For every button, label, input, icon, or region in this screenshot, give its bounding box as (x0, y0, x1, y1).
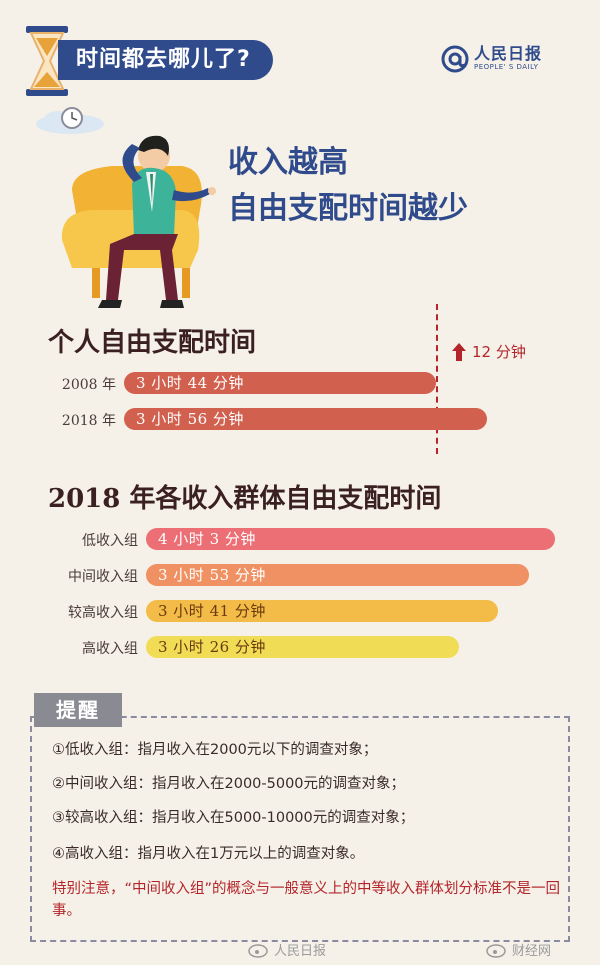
people-daily-logo: 人民日报 PEOPLE' S DAILY (440, 44, 542, 74)
watermark-text: 人民日报 (274, 944, 327, 959)
watermark-text: 财经网 (512, 944, 552, 959)
reminder-box (30, 716, 570, 942)
bar (124, 408, 487, 430)
chart1-title: 个人自由支配时间 (48, 328, 257, 358)
logo-cn: 人民日报 (474, 44, 543, 63)
note-low-income: ①低收入组：指月收入在2000元以下的调查对象； (52, 742, 378, 758)
chart2-title: 2018 年各收入群体自由支配时间 (48, 484, 442, 514)
headline: 收入越高 自由支配时间越少 (228, 140, 468, 232)
page-title: 时间都去哪儿了? (58, 40, 273, 80)
headline-line-2: 自由支配时间越少 (228, 191, 468, 226)
category-label: 2018 年 (61, 413, 116, 429)
reminder-tab: 提醒 (34, 693, 122, 727)
bar (124, 372, 436, 394)
category-label: 2008 年 (61, 377, 116, 393)
difference-marker-line (436, 304, 438, 454)
logo-en: PEOPLE' S DAILY (474, 63, 539, 71)
weibo-icon (486, 943, 506, 958)
data-label: 3 小时 26 分钟 (158, 638, 266, 656)
difference-annotation: 12 分钟 (452, 341, 526, 362)
data-label: 3 小时 41 分钟 (158, 602, 266, 620)
category-label: 低收入组 (82, 533, 138, 549)
headline-line-1: 收入越高 (228, 145, 348, 180)
category-label: 高收入组 (82, 641, 138, 657)
note-upper-income: ③较高收入组：指月收入在5000-10000元的调查对象； (52, 810, 415, 826)
data-label: 4 小时 3 分钟 (158, 530, 256, 548)
category-label: 中间收入组 (68, 569, 138, 585)
weibo-icon (248, 943, 268, 958)
bar (146, 528, 556, 550)
data-label: 3 小时 44 分钟 (136, 374, 244, 392)
special-note: 特别注意，“中间收入组”的概念与一般意义上的中等收入群体划分标准不是一回事。 (52, 881, 561, 919)
watermark-caijing: 财经网 (486, 940, 551, 959)
at-sign-icon (441, 45, 469, 73)
bar (146, 636, 459, 658)
note-middle-income: ②中间收入组：指月收入在2000-5000元的调查对象； (52, 776, 406, 792)
difference-value: 12 分钟 (472, 343, 526, 361)
data-label: 3 小时 56 分钟 (136, 410, 244, 428)
up-arrow-icon (452, 342, 466, 361)
category-label: 较高收入组 (68, 605, 138, 621)
note-high-income: ④高收入组：指月收入在1万元以上的调查对象。 (52, 846, 365, 862)
watermark-people-daily: 人民日报 (248, 940, 326, 959)
bar (146, 600, 498, 622)
hourglass-icon (26, 26, 68, 96)
bar (146, 564, 530, 586)
man-in-armchair-illustration (36, 107, 216, 308)
data-label: 3 小时 53 分钟 (158, 566, 266, 584)
